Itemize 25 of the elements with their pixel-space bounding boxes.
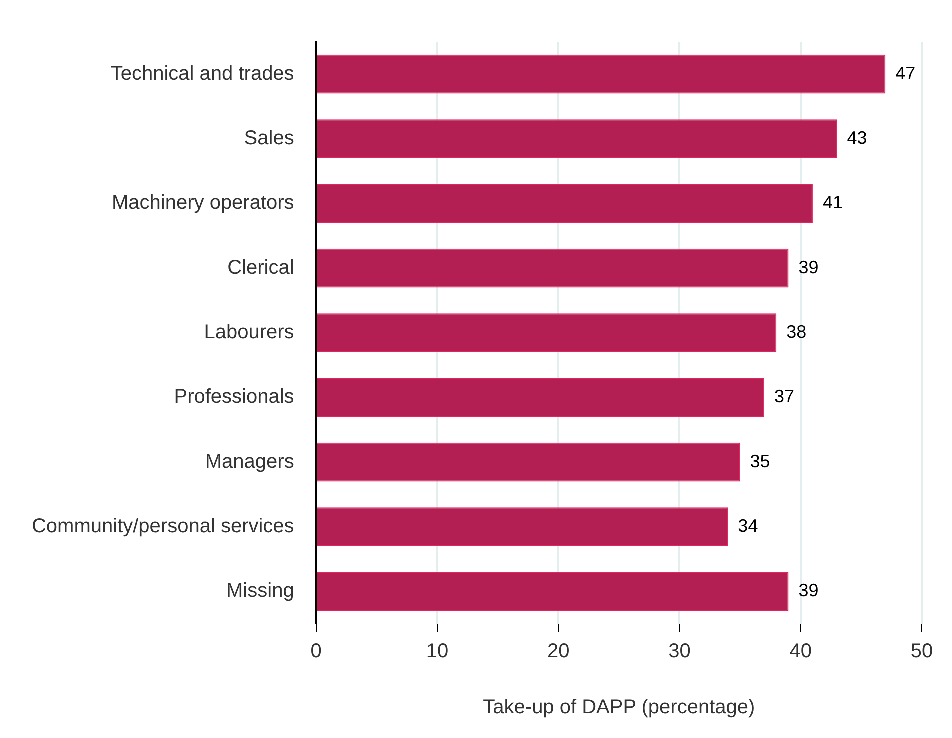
x-tick-label: 30 bbox=[668, 640, 691, 663]
data-label: 39 bbox=[798, 257, 819, 278]
data-label: 47 bbox=[896, 63, 916, 84]
x-tick-label: 0 bbox=[310, 640, 322, 663]
y-tick-label: Labourers bbox=[204, 322, 294, 344]
data-label: 34 bbox=[738, 516, 758, 536]
data-label: 38 bbox=[786, 322, 807, 342]
y-tick-label: Professionals bbox=[174, 386, 294, 408]
x-tick-label: 50 bbox=[910, 640, 934, 663]
y-tick-label: Clerical bbox=[228, 256, 294, 279]
y-tick-label: Technical and trades bbox=[110, 62, 294, 85]
data-label: 37 bbox=[774, 386, 795, 407]
x-axis-title: Take-up of DAPP (percentage) bbox=[483, 696, 756, 719]
x-tick-label: 20 bbox=[547, 640, 570, 663]
data-label: 43 bbox=[847, 128, 868, 148]
y-tick-label: Sales bbox=[244, 128, 294, 150]
y-tick-label: Missing bbox=[226, 580, 294, 602]
x-tick-label: 40 bbox=[790, 640, 812, 663]
y-tick-label: Machinery operators bbox=[112, 192, 294, 214]
y-tick-label: Managers bbox=[205, 450, 294, 473]
data-label: 39 bbox=[798, 580, 819, 601]
data-label: 35 bbox=[750, 451, 770, 472]
x-tick-label: 10 bbox=[426, 640, 449, 663]
data-label: 41 bbox=[822, 192, 844, 213]
y-tick-label: Community/personal services bbox=[32, 516, 294, 538]
